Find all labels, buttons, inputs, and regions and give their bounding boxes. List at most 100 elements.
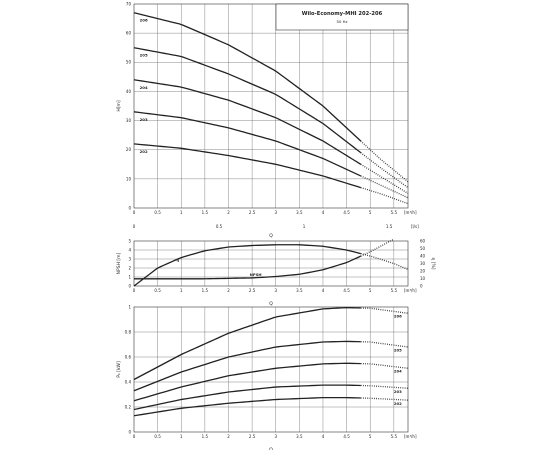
- x-tick-label: 2: [227, 434, 230, 439]
- x-unit-label: [m³/h]: [404, 434, 417, 439]
- x-tick-label: 4: [322, 210, 325, 215]
- x-tick-label: 5.5: [391, 434, 398, 439]
- y-tick-label: 40: [126, 89, 132, 94]
- x-axis-label: Q: [269, 233, 273, 239]
- power-chart-panel: 0 0.5 1 1.5 2 2.5 3 3.5 4 4.5 5 5.5 0 0.2 0.4 0.6 0.8 1 [m…: [116, 304, 417, 453]
- x-unit-label-ls: [l/s]: [411, 224, 419, 229]
- series-line-dotted-206: [360, 140, 409, 183]
- x-tick-label: 5.5: [391, 288, 398, 293]
- y-tick-label: 50: [126, 60, 132, 65]
- x-top-unit-tick-label: 0: [133, 224, 136, 229]
- y-tick-label: 0.2: [125, 404, 132, 409]
- series-line-206: [133, 12, 362, 142]
- series-line-dotted-205: [360, 341, 409, 348]
- series-label-205: 205: [140, 53, 148, 58]
- y-axis-label: H[m]: [116, 100, 122, 112]
- x-top-unit-tick-label: 1: [303, 224, 306, 229]
- x-tick-label: 4: [322, 434, 325, 439]
- series-line-205: [133, 340, 361, 392]
- x-axis-label: Q: [269, 301, 273, 307]
- series-line-dotted--: [360, 252, 409, 271]
- y-tick-label: 5: [128, 238, 131, 243]
- y-tick-label: 10: [126, 176, 132, 181]
- x-tick-label: 0: [133, 288, 136, 293]
- x-unit-label: [m³/h]: [404, 210, 417, 215]
- y-tick-label: 20: [126, 147, 132, 152]
- chart-subtitle: 50 Hz: [337, 19, 348, 24]
- x-tick-label: 4.5: [343, 288, 350, 293]
- series-line-202: [133, 396, 361, 417]
- x-tick-label: 3: [274, 288, 277, 293]
- chart-title: Wilo-Economy-MHI 202-206: [302, 11, 383, 17]
- x-tick-label: 1: [180, 434, 183, 439]
- x-unit-label: [m³/h]: [404, 288, 417, 293]
- x-tick-label: 5.5: [391, 210, 398, 215]
- series-line-dotted-203: [360, 384, 409, 389]
- series-label-202: 202: [394, 401, 402, 406]
- x-tick-label: 3: [274, 434, 277, 439]
- series-label-204: 204: [394, 369, 402, 374]
- series-line-202: [133, 143, 361, 189]
- y-right-tick-label: 0: [420, 283, 423, 288]
- y-right-tick-label: 40: [420, 253, 426, 258]
- series-label--: η: [177, 258, 180, 263]
- y-tick-label: 1: [128, 304, 131, 309]
- y-tick-label: 0.4: [125, 379, 132, 384]
- title-box: [275, 3, 409, 31]
- series-label-206: 206: [140, 18, 148, 23]
- series-line-npsh: [134, 255, 362, 280]
- x-tick-label: 3: [274, 210, 277, 215]
- x-tick-label: 5: [369, 210, 372, 215]
- y-right-tick-label: 50: [420, 246, 426, 251]
- x-tick-label: 1: [180, 210, 183, 215]
- series-line-dotted-204: [360, 362, 409, 369]
- y-right-tick-label: 20: [420, 268, 426, 273]
- x-top-unit-tick-label: 1.5: [386, 224, 393, 229]
- y-axis-label: P₁ [kW]: [116, 361, 122, 378]
- y-tick-label: 0: [128, 283, 131, 288]
- x-tick-label: 3.5: [296, 434, 303, 439]
- series-label-203: 203: [394, 389, 402, 394]
- y-right-tick-label: 30: [420, 261, 426, 266]
- x-tick-label: 2.5: [249, 288, 256, 293]
- series-line-203: [133, 384, 361, 411]
- series-line-dotted-204: [360, 163, 409, 194]
- series-line-dotted-npsh: [360, 238, 395, 257]
- y-tick-label: 0.6: [125, 354, 132, 359]
- x-tick-label: 0.5: [154, 288, 161, 293]
- series-label-205: 205: [394, 347, 402, 352]
- x-tick-label: 4.5: [343, 434, 350, 439]
- head-chart-panel: 0 0.5 1 1.5 2 2.5 3 3.5 4 4.5 5 5.50102030405060700…: [116, 1, 419, 239]
- x-tick-label: 4.5: [343, 210, 350, 215]
- series-label-203: 203: [140, 117, 148, 122]
- series-label-204: 204: [140, 85, 148, 90]
- npsh-efficiency-chart-panel: 0 0.5 1 1.5 2 2.5 3 3.5 4 4.5 5 5.50123450102030405…: [116, 238, 436, 307]
- series-line-204: [133, 362, 361, 402]
- series-label-202: 202: [140, 149, 148, 154]
- series-line-dotted-202: [360, 397, 409, 401]
- series-line-203: [133, 111, 362, 177]
- x-tick-label: 0: [133, 210, 136, 215]
- y-right-tick-label: 10: [420, 276, 426, 281]
- y-tick-label: 1: [128, 274, 131, 279]
- x-tick-label: 1.5: [202, 210, 209, 215]
- y-tick-label: 0.8: [125, 329, 132, 334]
- x-tick-label: 0.5: [154, 210, 161, 215]
- series-line-dotted-202: [360, 186, 409, 205]
- x-tick-label: 3.5: [296, 288, 303, 293]
- x-tick-label: 2.5: [249, 210, 256, 215]
- series-label-npsh: NPSH: [250, 272, 262, 277]
- y-right-axis-label: η [%]: [430, 257, 436, 269]
- x-tick-label: 5: [369, 288, 372, 293]
- plot-frame: [133, 3, 409, 209]
- y-tick-label: 60: [126, 31, 132, 36]
- y-axis-label: NPSH [m]: [116, 252, 122, 274]
- series-label-206: 206: [394, 314, 402, 319]
- series-line-204: [133, 79, 362, 165]
- series-line-dotted-206: [360, 307, 409, 314]
- x-tick-label: 2: [227, 288, 230, 293]
- x-tick-label: 5: [369, 434, 372, 439]
- y-tick-label: 4: [128, 247, 131, 252]
